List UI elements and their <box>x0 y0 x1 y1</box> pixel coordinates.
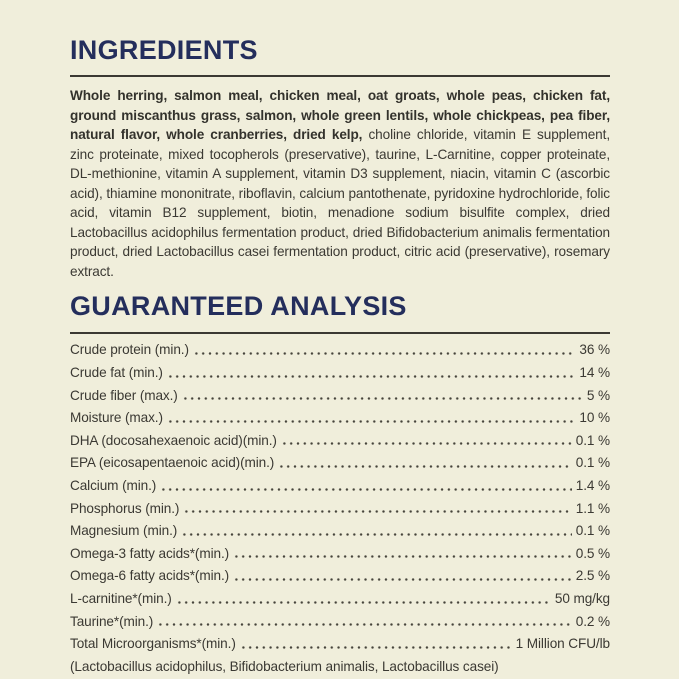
microorganisms-note: (Lactobacillus acidophilus, Bifidobacter… <box>70 659 499 674</box>
analysis-row: Calcium (min.) 1.4 % <box>70 474 610 497</box>
guaranteed-analysis-title: GUARANTEED ANALYSIS <box>70 291 407 322</box>
analysis-table: Crude protein (min.) 36 % Crude fat (min… <box>70 339 610 655</box>
dot-leader <box>280 442 572 446</box>
nutrient-label: Omega-3 fatty acids*(min.) <box>70 545 230 561</box>
nutrient-label: Taurine*(min.) <box>70 613 154 629</box>
dot-leader <box>278 464 572 468</box>
analysis-row: Crude protein (min.) 36 % <box>70 339 610 362</box>
dot-leader <box>233 577 572 581</box>
nutrient-value: 0.5 % <box>575 545 610 561</box>
analysis-row: EPA (eicosapentaenoic acid)(min.) 0.1 % <box>70 452 610 475</box>
nutrient-value: 50 mg/kg <box>554 591 610 607</box>
nutrient-label: DHA (docosahexaenoic acid)(min.) <box>70 432 277 448</box>
dot-leader <box>183 510 572 514</box>
nutrient-value: 36 % <box>579 342 610 358</box>
analysis-row: Total Microorganisms*(min.) 1 Million CF… <box>70 632 610 655</box>
nutrient-value: 5 % <box>586 387 610 403</box>
analysis-row: DHA (docosahexaenoic acid)(min.) 0.1 % <box>70 429 610 452</box>
dot-leader <box>192 351 576 355</box>
dot-leader <box>181 397 583 401</box>
nutrient-label: Calcium (min.) <box>70 478 157 494</box>
dot-leader <box>181 532 572 536</box>
analysis-row: Taurine*(min.) 0.2 % <box>70 610 610 633</box>
ingredients-divider <box>70 75 610 78</box>
guaranteed-analysis-divider <box>70 331 610 334</box>
ingredients-supplement-list: choline chloride, vitamin E supplement, … <box>70 127 610 279</box>
ingredients-section: INGREDIENTS Whole herring, salmon meal, … <box>70 36 610 281</box>
analysis-row: Omega-6 fatty acids*(min.) 2.5 % <box>70 565 610 588</box>
nutrient-label: Crude protein (min.) <box>70 342 189 358</box>
nutrient-label: L-carnitine*(min.) <box>70 591 172 607</box>
nutrient-value: 0.1 % <box>575 432 610 448</box>
analysis-row: L-carnitine*(min.) 50 mg/kg <box>70 587 610 610</box>
dot-leader <box>166 374 576 378</box>
nutrient-value: 0.1 % <box>575 455 610 471</box>
dot-leader <box>160 487 572 491</box>
analysis-row: Crude fat (min.) 14 % <box>70 361 610 384</box>
dot-leader <box>233 555 572 559</box>
dot-leader <box>175 600 551 604</box>
guaranteed-analysis-section: GUARANTEED ANALYSIS Crude protein (min.)… <box>70 292 610 679</box>
nutrient-value: 2.5 % <box>575 568 610 584</box>
ingredients-primary-list: Whole herring, salmon meal, chicken meal… <box>70 88 610 143</box>
nutrient-value: 0.1 % <box>575 523 610 539</box>
dot-leader <box>166 419 576 423</box>
nutrient-label: Omega-6 fatty acids*(min.) <box>70 568 230 584</box>
nutrient-value: 10 % <box>579 410 610 426</box>
analysis-row: Magnesium (min.) 0.1 % <box>70 519 610 542</box>
nutrient-value: 1 Million CFU/lb <box>515 636 610 652</box>
analysis-row: Crude fiber (max.) 5 % <box>70 384 610 407</box>
ingredients-title: INGREDIENTS <box>70 35 258 65</box>
nutrient-label: Crude fiber (max.) <box>70 387 178 403</box>
nutrient-value: 1.1 % <box>575 500 610 516</box>
nutrient-value: 14 % <box>579 365 610 381</box>
nutrient-label: Total Microorganisms*(min.) <box>70 636 236 652</box>
nutrient-label: Crude fat (min.) <box>70 365 163 381</box>
nutrient-label: Magnesium (min.) <box>70 523 178 539</box>
ingredients-text: Whole herring, salmon meal, chicken meal… <box>70 86 610 281</box>
dot-leader <box>239 645 512 649</box>
nutrient-label: EPA (eicosapentaenoic acid)(min.) <box>70 455 275 471</box>
analysis-row: Omega-3 fatty acids*(min.) 0.5 % <box>70 542 610 565</box>
nutrient-label: Moisture (max.) <box>70 410 163 426</box>
nutrient-label: Phosphorus (min.) <box>70 500 180 516</box>
nutrient-value: 0.2 % <box>575 613 610 629</box>
analysis-row: Moisture (max.) 10 % <box>70 406 610 429</box>
dot-leader <box>157 623 572 627</box>
analysis-row: Phosphorus (min.) 1.1 % <box>70 497 610 520</box>
nutrient-value: 1.4 % <box>575 478 610 494</box>
